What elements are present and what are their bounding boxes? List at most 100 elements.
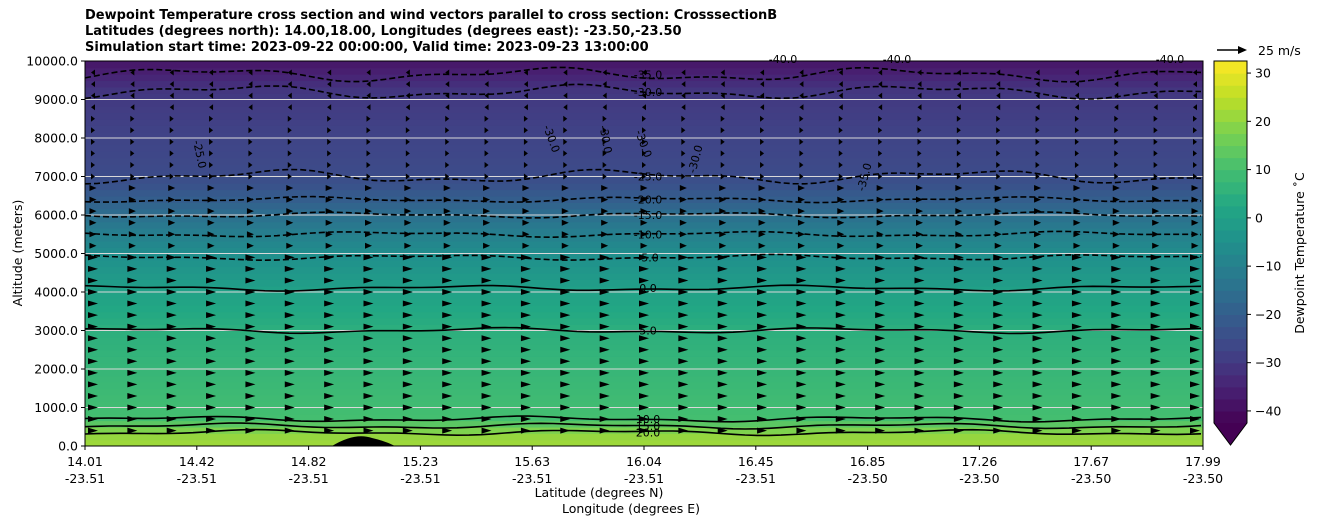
wind-arrow [955,219,963,226]
wind-arrow [717,381,728,388]
contour-label: -40.0 [1156,53,1184,66]
fill-band [85,189,1203,197]
wind-key-label: 25 m/s [1258,43,1301,58]
wind-arrow [1032,392,1043,399]
wind-arrow [1191,208,1199,215]
wind-arrow [522,231,530,238]
wind-arrow [757,335,768,342]
wind-arrow [917,127,922,134]
wind-arrow [363,300,374,307]
wind-arrow [91,104,95,111]
contour-label: 10.0 [636,413,661,426]
wind-arrow [209,92,214,99]
wind-arrow [717,346,728,353]
wind-arrow [127,265,138,272]
wind-arrow [837,231,845,238]
wind-arrow [1152,185,1160,192]
wind-arrow [796,335,807,342]
wind-arrow [681,104,686,111]
wind-arrow [561,242,569,249]
fill-band [85,343,1203,351]
wind-arrow [248,150,253,157]
wind-arrow [245,404,256,411]
wind-arrow [89,219,97,226]
wind-arrow [757,289,768,295]
wind-arrow [679,185,687,192]
wind-arrow [1111,369,1122,376]
wind-arrow [481,404,492,411]
wind-arrow [719,231,727,238]
colorbar-segment [1214,386,1247,400]
wind-arrow [91,150,95,157]
wind-arrow [914,346,925,353]
wind-arrow [639,289,649,295]
wind-arrow [128,208,136,215]
wind-arrow [166,346,177,353]
wind-arrow [678,323,689,330]
wind-arrow [875,289,886,295]
wind-arrow [917,161,922,168]
wind-arrow [89,208,97,215]
wind-arrow [796,358,807,365]
wind-arrow [481,427,492,434]
wind-arrow [1150,323,1161,330]
wind-arrow [953,312,964,319]
wind-arrow [324,404,335,411]
wind-arrow [953,300,964,307]
wind-arrow [955,242,963,249]
wind-arrow [520,392,531,399]
wind-arrow [717,392,728,399]
wind-arrow [481,392,492,399]
wind-arrow [561,208,569,215]
wind-arrow [245,335,256,342]
wind-arrow [445,150,450,157]
colorbar-segment [1214,193,1247,207]
wind-arrow [599,335,610,342]
wind-arrow [442,358,453,365]
wind-arrow [681,115,686,122]
wind-arrow [719,242,727,249]
wind-arrow [953,335,964,342]
wind-arrow [1193,161,1197,168]
wind-arrow [993,323,1004,330]
wind-arrow [679,208,687,215]
contour-line [85,253,1202,262]
wind-arrow [916,185,923,192]
wind-arrow [248,161,253,168]
wind-arrow [875,381,886,388]
wind-arrow [1190,392,1200,399]
wind-arrow [168,185,176,192]
wind-arrow [484,161,489,168]
wind-arrow [1153,173,1158,180]
wind-arrow [168,219,176,226]
wind-arrow [642,173,646,180]
wind-arrow [169,115,174,122]
wind-arrow [405,81,410,88]
wind-arrow [520,312,531,319]
wind-arrow [797,219,805,226]
wind-arrow [1071,392,1082,399]
wind-arrow [481,358,492,365]
x-tick-label-lat: 14.42 [179,454,215,469]
contour-label: -5.0 [637,251,658,264]
wind-arrow [442,381,453,388]
contour-label: -40.0 [883,53,911,66]
wind-arrow [130,115,135,122]
colorbar-segment [1214,254,1247,267]
y-tick-label: 5000.0 [34,246,78,261]
contour-label: -10.0 [634,228,662,241]
wind-arrow [365,219,372,226]
wind-arrow [640,208,648,215]
wind-arrow [760,81,765,88]
wind-arrow [1150,312,1161,319]
wind-arrow [678,265,689,272]
wind-arrow [127,404,138,411]
wind-arrow [956,150,961,157]
wind-arrow [523,92,528,99]
wind-arrow [91,173,95,180]
wind-arrow [284,404,295,411]
wind-key-arrowhead [1238,46,1247,54]
wind-arrow [914,392,925,399]
y-tick-label: 3000.0 [34,323,78,338]
wind-arrow [1032,346,1043,353]
